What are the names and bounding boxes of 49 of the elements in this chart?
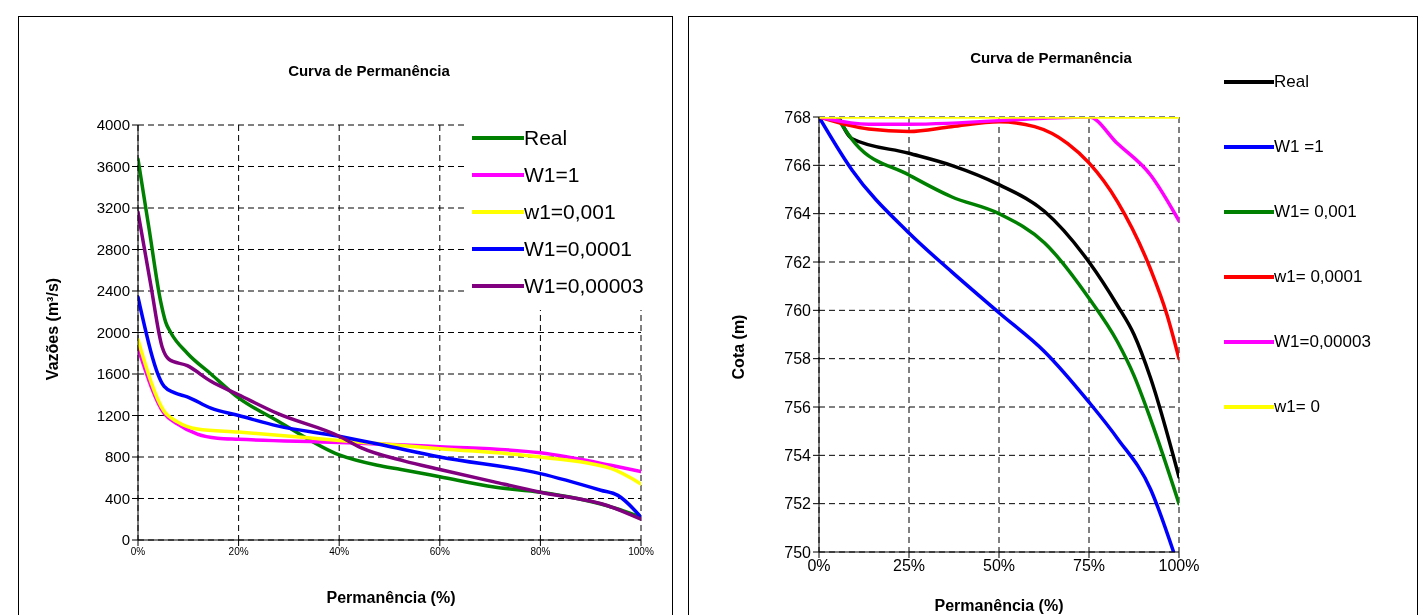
line-series	[138, 295, 641, 519]
y-tick-label: 764	[784, 205, 812, 223]
legend-label: w1= 0	[1274, 396, 1320, 417]
legend-label: W1= 0,001	[1274, 201, 1357, 222]
legend-label: Real	[524, 125, 568, 150]
x-axis-title: Permanência (%)	[934, 597, 1064, 615]
x-axis-title: Permanência (%)	[326, 589, 456, 607]
x-tick-label: 20%	[228, 546, 249, 558]
x-tick-label: 0%	[807, 557, 831, 575]
y-tick-label: 2000	[96, 323, 130, 341]
y-tick-label: 768	[784, 108, 812, 126]
y-tick-label: 762	[784, 253, 812, 271]
x-tick-label: 40%	[329, 546, 350, 558]
legend-label: w1=0,001	[524, 199, 616, 224]
x-tick-label: 100%	[1158, 557, 1200, 575]
y-tick-label: 2800	[96, 240, 130, 258]
y-tick-label: 4000	[96, 116, 130, 134]
y-tick-label: 752	[784, 495, 812, 513]
chart-title: Curva de Permanência	[288, 62, 450, 79]
legend-label: W1=1	[524, 162, 580, 187]
x-tick-label: 100%	[628, 546, 654, 558]
legend-label: Real	[1274, 71, 1309, 92]
x-tick-label: 60%	[429, 546, 450, 558]
x-tick-label: 0%	[130, 546, 146, 558]
y-axis-title: Cota (m)	[730, 314, 748, 380]
y-tick-label: 0	[121, 531, 130, 549]
y-tick-label: 400	[104, 489, 130, 507]
y-tick-label: 3600	[96, 157, 130, 175]
legend-label: W1=0,00003	[1274, 331, 1371, 352]
x-tick-label: 50%	[982, 557, 1016, 575]
y-tick-label: 760	[784, 302, 812, 320]
y-tick-label: 1600	[96, 365, 130, 383]
x-tick-label: 25%	[892, 557, 926, 575]
y-tick-label: 766	[784, 157, 812, 175]
y-tick-label: 758	[784, 350, 812, 368]
y-tick-label: 2400	[96, 282, 130, 300]
y-tick-label: 756	[784, 398, 812, 416]
x-tick-label: 80%	[530, 546, 551, 558]
y-tick-label: 1200	[96, 406, 130, 424]
y-axis-title: Vazões (m³/s)	[44, 277, 62, 381]
chart-title: Curva de Permanência	[970, 49, 1132, 66]
legend-label: w1= 0,0001	[1274, 266, 1363, 287]
legend-label: W1 =1	[1274, 136, 1324, 157]
legend-label: W1=0,0001	[524, 236, 632, 261]
y-tick-label: 754	[784, 447, 812, 465]
y-tick-label: 800	[104, 448, 130, 466]
x-tick-label: 75%	[1072, 557, 1106, 575]
y-tick-label: 3200	[96, 199, 130, 217]
legend-label: W1=0,00003	[524, 273, 644, 298]
